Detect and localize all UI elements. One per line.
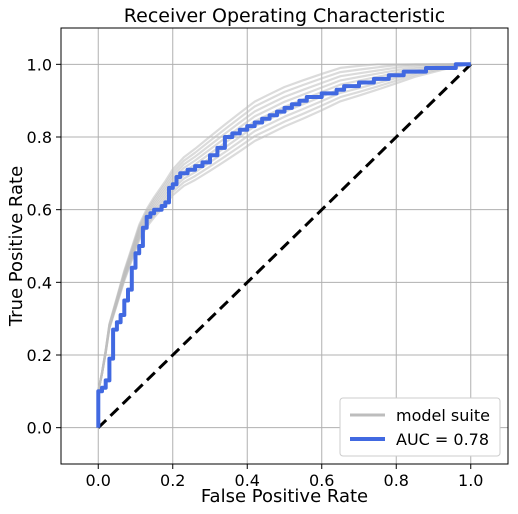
x-tick-label: 0.0 xyxy=(86,471,111,490)
series-lines xyxy=(96,62,472,429)
y-tick-label: 0.8 xyxy=(27,128,52,147)
y-tick-label: 0.0 xyxy=(27,419,52,438)
y-tick-label: 1.0 xyxy=(27,55,52,74)
model-suite-curve xyxy=(97,63,471,428)
x-tick-label: 0.6 xyxy=(309,471,334,490)
legend-label-model-suite: model suite xyxy=(396,406,490,425)
legend-label-auc: AUC = 0.78 xyxy=(396,430,489,449)
x-tick-label: 0.8 xyxy=(384,471,409,490)
y-tick-label: 0.6 xyxy=(27,201,52,220)
y-tick-label: 0.4 xyxy=(27,273,52,292)
x-tick-label: 0.4 xyxy=(235,471,260,490)
x-tick-label: 0.2 xyxy=(160,471,185,490)
x-tick-label: 1.0 xyxy=(458,471,483,490)
legend: model suite AUC = 0.78 xyxy=(339,397,501,457)
x-axis-label: False Positive Rate xyxy=(201,486,368,507)
chance-diagonal-line xyxy=(97,63,472,429)
plot-frame xyxy=(60,27,509,465)
legend-box xyxy=(339,397,501,457)
roc-curve-line xyxy=(96,62,471,428)
chart-title: Receiver Operating Characteristic xyxy=(124,5,445,27)
y-tick-label: 0.2 xyxy=(27,346,52,365)
y-axis-label: True Positive Rate xyxy=(6,166,27,327)
y-tick-labels: 0.0 0.2 0.4 0.6 0.8 1.0 xyxy=(27,55,52,437)
x-tick-labels: 0.0 0.2 0.4 0.6 0.8 1.0 xyxy=(86,471,484,490)
